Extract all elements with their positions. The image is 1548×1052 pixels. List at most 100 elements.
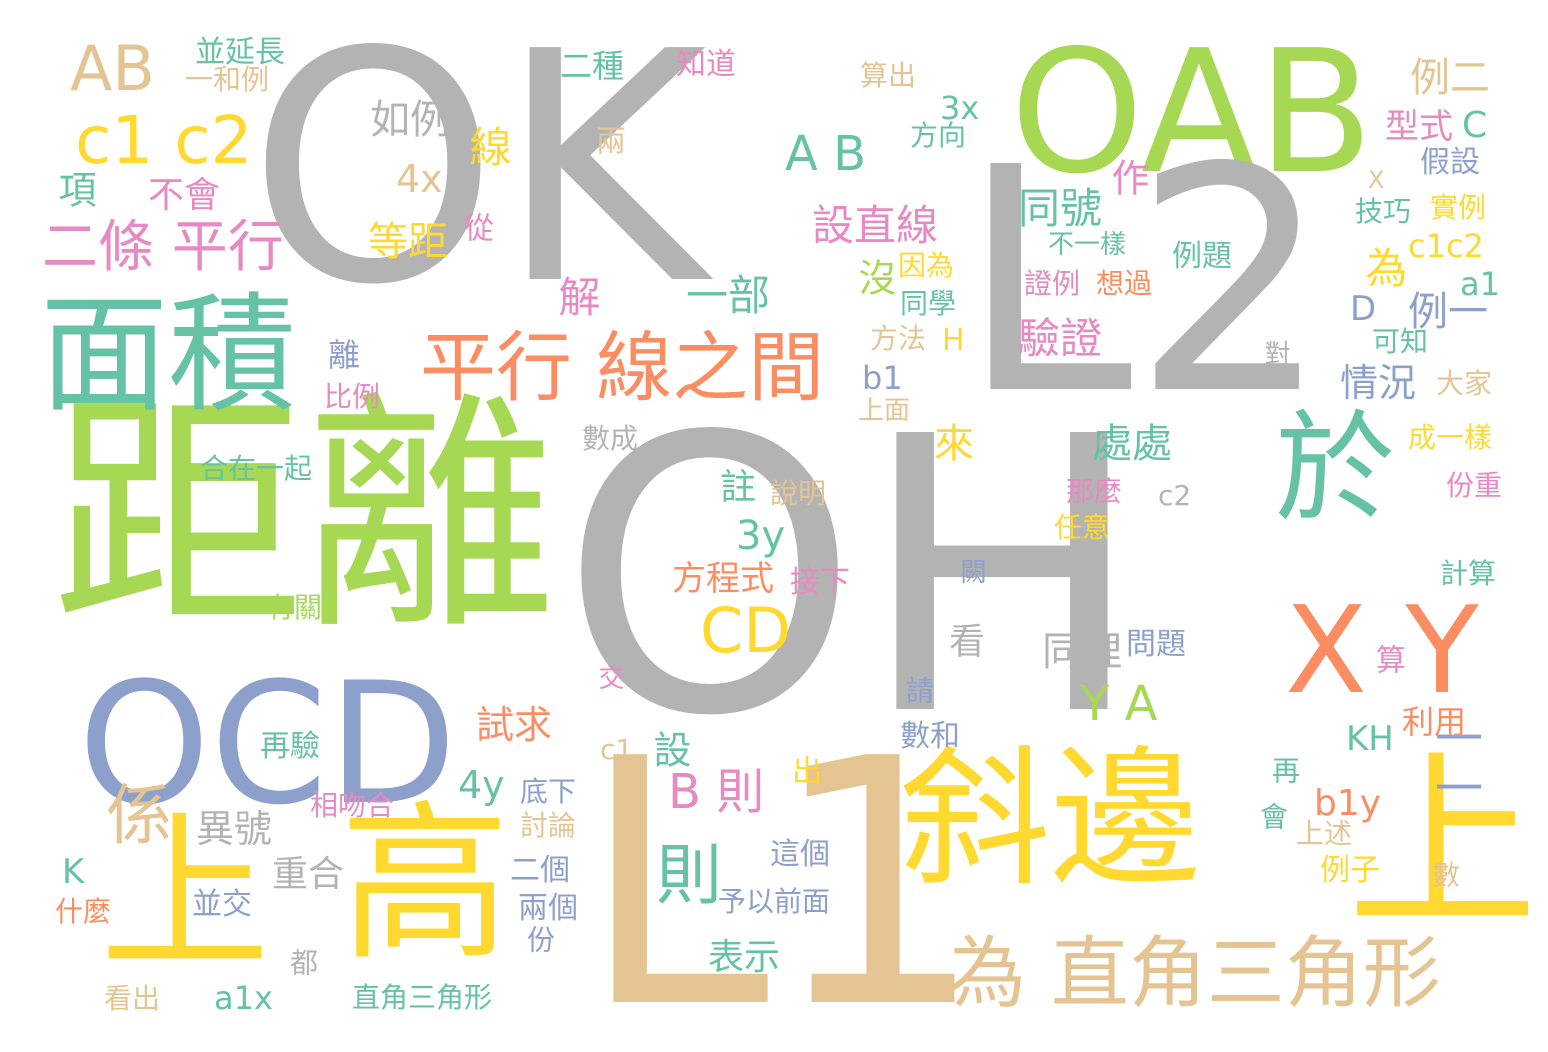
- cloud-word: 例一: [1408, 289, 1488, 335]
- cloud-word: 問題: [1126, 627, 1186, 662]
- cloud-word: X: [1368, 166, 1385, 194]
- cloud-word: 這個: [770, 837, 830, 872]
- cloud-word: 例子: [1320, 853, 1380, 888]
- cloud-word: a1x: [214, 979, 273, 1017]
- cloud-word: 例二: [1410, 55, 1490, 101]
- cloud-word: 沒: [852, 258, 896, 296]
- cloud-word: OH: [560, 356, 1145, 799]
- cloud-word: X Y: [1285, 582, 1479, 721]
- cloud-word: 高: [340, 786, 511, 984]
- cloud-word: 3x: [940, 89, 980, 127]
- cloud-word: 上面: [858, 396, 911, 426]
- cloud-word: b1: [862, 359, 903, 397]
- cloud-word: 型式: [1385, 107, 1453, 147]
- cloud-word: 會: [1256, 802, 1289, 830]
- cloud-word: 作: [1105, 158, 1149, 196]
- cloud-word: 4y: [458, 763, 505, 807]
- cloud-word: c1c2: [1408, 227, 1484, 265]
- cloud-word: 同號: [1018, 184, 1103, 233]
- cloud-word: 數和: [900, 719, 960, 754]
- cloud-word: 知道: [676, 47, 736, 82]
- cloud-word: 予以前面: [718, 885, 831, 918]
- cloud-word: 都: [286, 948, 319, 976]
- cloud-word: 相吻合: [310, 789, 395, 822]
- cloud-word: OK: [248, 0, 707, 354]
- cloud-word: 例題: [1172, 239, 1232, 274]
- cloud-word: H: [942, 323, 965, 358]
- cloud-word: 項: [52, 170, 96, 208]
- cloud-word: 於: [1275, 400, 1395, 539]
- cloud-word: CD: [700, 594, 792, 667]
- cloud-word: 並交: [192, 887, 252, 922]
- cloud-word: OCD: [78, 646, 457, 842]
- cloud-word: 不一樣: [1048, 230, 1127, 260]
- cloud-word: 同理: [1042, 629, 1122, 675]
- cloud-word: 份重: [1446, 469, 1503, 502]
- cloud-word: L2: [960, 102, 1330, 463]
- cloud-word: 等距: [368, 219, 448, 265]
- cloud-word: 離: [323, 338, 361, 370]
- cloud-word: 斜邊: [900, 733, 1201, 907]
- cloud-word: 並延長: [195, 35, 285, 70]
- cloud-word: 表示: [708, 937, 781, 978]
- cloud-word: 同學: [900, 287, 957, 320]
- cloud-word: 4x: [396, 157, 443, 201]
- cloud-word: b1y: [1314, 783, 1382, 824]
- cloud-word: 任意: [1054, 511, 1111, 544]
- cloud-word: 份: [523, 925, 556, 953]
- cloud-word: 如例: [370, 97, 450, 143]
- cloud-word: 方法: [870, 322, 927, 355]
- cloud-word: 重合: [272, 854, 345, 895]
- cloud-word: K: [62, 852, 85, 892]
- cloud-word: A B: [785, 126, 867, 182]
- cloud-word: 二種: [560, 47, 625, 85]
- cloud-word: 討論: [520, 809, 577, 842]
- cloud-word: 因為: [898, 249, 955, 282]
- cloud-word: 對: [1260, 340, 1290, 366]
- cloud-word: 設: [647, 730, 691, 768]
- cloud-word: 為 直角三角形: [948, 929, 1441, 1019]
- cloud-word: 兩個: [518, 891, 578, 926]
- cloud-word: 交: [594, 664, 624, 690]
- cloud-word: 處處: [1092, 421, 1172, 467]
- cloud-word: 再驗: [260, 729, 320, 764]
- cloud-word: c2: [1158, 479, 1192, 512]
- cloud-word: 闕: [956, 558, 986, 584]
- cloud-word: 再: [1268, 756, 1301, 784]
- cloud-word: 從: [458, 212, 493, 242]
- cloud-word: 成一樣: [1408, 421, 1493, 454]
- cloud-word: 方向: [910, 119, 967, 152]
- cloud-word: C: [1462, 105, 1488, 146]
- cloud-word: 兩: [590, 125, 625, 155]
- cloud-word: Y A: [1080, 676, 1158, 732]
- cloud-word: 一: [1435, 711, 1484, 767]
- cloud-word: 二個: [510, 853, 570, 888]
- cloud-word: 上: [100, 796, 271, 994]
- cloud-word: 上述: [1296, 817, 1353, 850]
- cloud-word: c1: [600, 733, 634, 766]
- cloud-word: 面積: [40, 281, 297, 430]
- cloud-word: 利用: [1402, 703, 1467, 741]
- cloud-word: 係: [95, 780, 172, 846]
- cloud-word: 為: [1359, 246, 1408, 288]
- cloud-word: 線: [463, 125, 512, 167]
- cloud-word: 則: [645, 840, 722, 906]
- cloud-word: 出: [786, 755, 821, 785]
- cloud-word: 大家: [1436, 367, 1493, 400]
- cloud-word: L1: [580, 687, 986, 1052]
- cloud-word: 一部: [686, 271, 771, 320]
- cloud-word: 不會: [148, 175, 221, 216]
- cloud-word: 平行 線之間: [420, 323, 825, 412]
- cloud-word: 想過: [1096, 267, 1153, 300]
- cloud-word: 解: [552, 275, 601, 317]
- cloud-word: 試求: [476, 703, 553, 747]
- cloud-word: 什麼: [55, 895, 112, 928]
- cloud-word: 技巧: [1355, 195, 1412, 228]
- cloud-word: 註: [720, 467, 757, 508]
- cloud-word: c1 c2: [75, 102, 253, 179]
- cloud-word: KH: [1346, 719, 1394, 759]
- cloud-word: 假設: [1420, 145, 1480, 180]
- cloud-word: 二條 平行: [42, 215, 284, 280]
- cloud-word: 設直線: [812, 201, 939, 250]
